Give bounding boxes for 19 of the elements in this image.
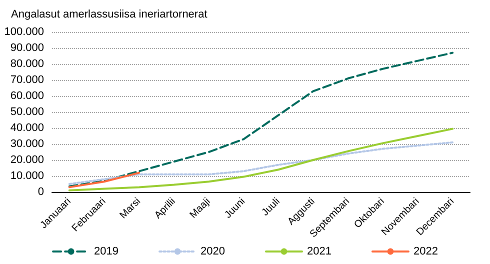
- line-series: [68, 141, 454, 185]
- y-tick-label: 80.000: [10, 58, 44, 70]
- line-series: [68, 52, 454, 188]
- y-tick-label: 100.000: [4, 26, 44, 38]
- y-tick-label: 40.000: [10, 122, 44, 134]
- y-tick-label: 50.000: [10, 106, 44, 118]
- y-tick-label: 70.000: [10, 74, 44, 86]
- chart-title: Angalasut amerlassusiisa ineriartornerat: [11, 8, 208, 20]
- y-tick-label: 90.000: [10, 42, 44, 54]
- y-tick-label: 0: [38, 186, 44, 198]
- y-tick-label: 30.000: [10, 138, 44, 150]
- line-series: [68, 128, 454, 192]
- y-tick-label: 10.000: [10, 170, 44, 182]
- y-tick-label: 60.000: [10, 90, 44, 102]
- legend-label: 2019: [94, 246, 119, 258]
- legend-label: 2020: [200, 246, 226, 258]
- legend-label: 2021: [307, 246, 332, 258]
- y-tick-label: 20.000: [10, 154, 44, 166]
- legend-label: 2022: [413, 246, 438, 258]
